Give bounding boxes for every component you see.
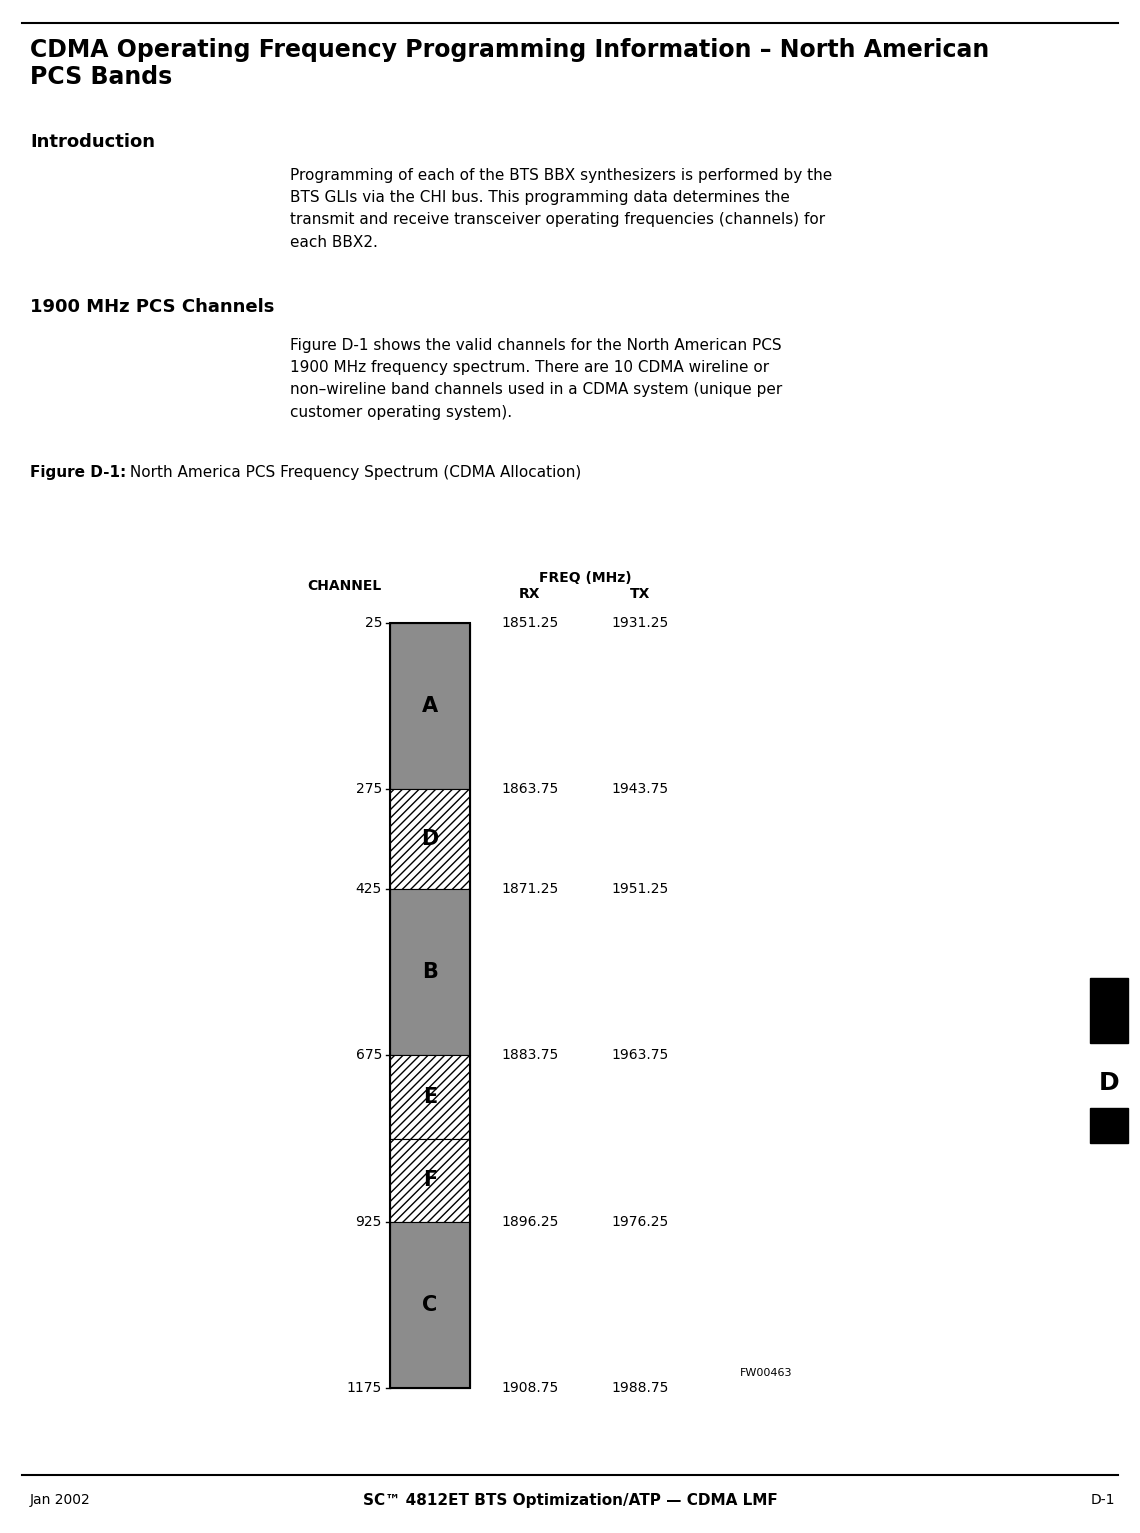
Text: 1900 MHz PCS Channels: 1900 MHz PCS Channels bbox=[30, 297, 275, 316]
Bar bbox=[390, 1055, 470, 1139]
Text: 1175: 1175 bbox=[347, 1381, 382, 1395]
Text: RX: RX bbox=[519, 587, 540, 601]
Text: SC™ 4812ET BTS Optimization/ATP — CDMA LMF: SC™ 4812ET BTS Optimization/ATP — CDMA L… bbox=[363, 1493, 777, 1507]
Text: Figure D-1 shows the valid channels for the North American PCS
1900 MHz frequenc: Figure D-1 shows the valid channels for … bbox=[290, 337, 782, 420]
Text: 1951.25: 1951.25 bbox=[611, 881, 669, 897]
Text: FREQ (MHz): FREQ (MHz) bbox=[539, 570, 632, 586]
Bar bbox=[1090, 1108, 1127, 1144]
Text: FW00463: FW00463 bbox=[740, 1367, 792, 1378]
Text: 1943.75: 1943.75 bbox=[611, 782, 668, 796]
Bar bbox=[390, 622, 470, 1387]
Text: D: D bbox=[422, 829, 439, 849]
Text: Programming of each of the BTS BBX synthesizers is performed by the
BTS GLIs via: Programming of each of the BTS BBX synth… bbox=[290, 169, 832, 250]
Text: 1863.75: 1863.75 bbox=[502, 782, 559, 796]
Text: 675: 675 bbox=[356, 1049, 382, 1062]
Text: C: C bbox=[423, 1295, 438, 1315]
Text: 1851.25: 1851.25 bbox=[502, 616, 559, 630]
Text: 1896.25: 1896.25 bbox=[502, 1214, 559, 1228]
Text: 1908.75: 1908.75 bbox=[502, 1381, 559, 1395]
Text: Jan 2002: Jan 2002 bbox=[30, 1493, 91, 1507]
Text: A: A bbox=[422, 696, 438, 716]
Text: E: E bbox=[423, 1087, 437, 1107]
Text: 275: 275 bbox=[356, 782, 382, 796]
Text: Figure D-1:: Figure D-1: bbox=[30, 464, 127, 480]
Bar bbox=[390, 1222, 470, 1387]
Text: 425: 425 bbox=[356, 881, 382, 897]
Text: CHANNEL: CHANNEL bbox=[308, 579, 382, 593]
Text: 1963.75: 1963.75 bbox=[611, 1049, 669, 1062]
Text: CDMA Operating Frequency Programming Information – North American: CDMA Operating Frequency Programming Inf… bbox=[30, 38, 990, 61]
Bar bbox=[390, 1139, 470, 1222]
Bar bbox=[390, 622, 470, 789]
Bar bbox=[390, 789, 470, 889]
Text: 1976.25: 1976.25 bbox=[611, 1214, 669, 1228]
Text: D: D bbox=[1099, 1072, 1119, 1095]
Text: D-1: D-1 bbox=[1091, 1493, 1115, 1507]
Text: 1883.75: 1883.75 bbox=[502, 1049, 559, 1062]
Text: 1931.25: 1931.25 bbox=[611, 616, 669, 630]
Bar bbox=[390, 889, 470, 1055]
Text: 1988.75: 1988.75 bbox=[611, 1381, 669, 1395]
Text: 925: 925 bbox=[356, 1214, 382, 1228]
Text: 25: 25 bbox=[365, 616, 382, 630]
Text: TX: TX bbox=[629, 587, 650, 601]
Text: B: B bbox=[422, 963, 438, 983]
Text: Introduction: Introduction bbox=[30, 133, 155, 150]
Text: F: F bbox=[423, 1170, 437, 1190]
Text: 1871.25: 1871.25 bbox=[502, 881, 559, 897]
Bar bbox=[1090, 978, 1127, 1042]
Text: North America PCS Frequency Spectrum (CDMA Allocation): North America PCS Frequency Spectrum (CD… bbox=[125, 464, 581, 480]
Text: PCS Bands: PCS Bands bbox=[30, 64, 172, 89]
